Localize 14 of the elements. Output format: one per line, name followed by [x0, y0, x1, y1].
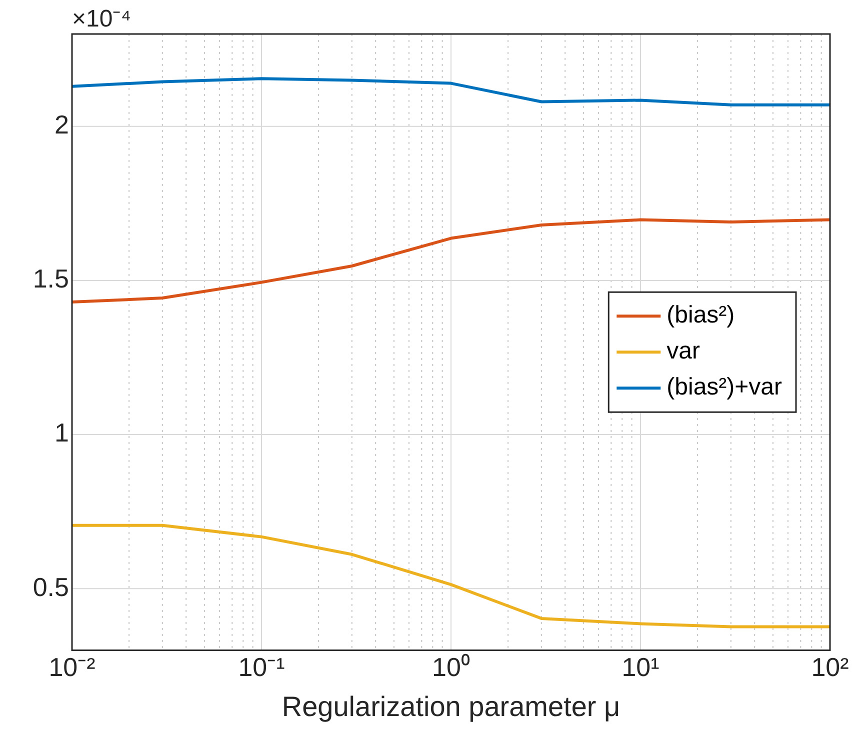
x-tick-label: 10⁰	[432, 652, 470, 682]
x-tick-label: 10²	[811, 652, 850, 682]
x-tick-label: 10⁻¹	[238, 652, 286, 682]
text: ×10⁻⁴	[72, 6, 132, 33]
x-axis-title: Regularization parameter μ	[282, 690, 620, 722]
x-tick-label: 10⁻²	[48, 652, 96, 682]
legend-label: var	[666, 338, 700, 365]
y-tick-label: 2	[54, 110, 69, 140]
x-tick-label: 10¹	[622, 652, 660, 682]
legend-label: (bias²)	[666, 302, 735, 329]
legend-label: (bias²)+var	[666, 374, 782, 401]
y-tick-label: 1.5	[32, 264, 69, 294]
y-tick-label: 0.5	[32, 572, 69, 602]
y-tick-label: 1	[54, 418, 69, 448]
